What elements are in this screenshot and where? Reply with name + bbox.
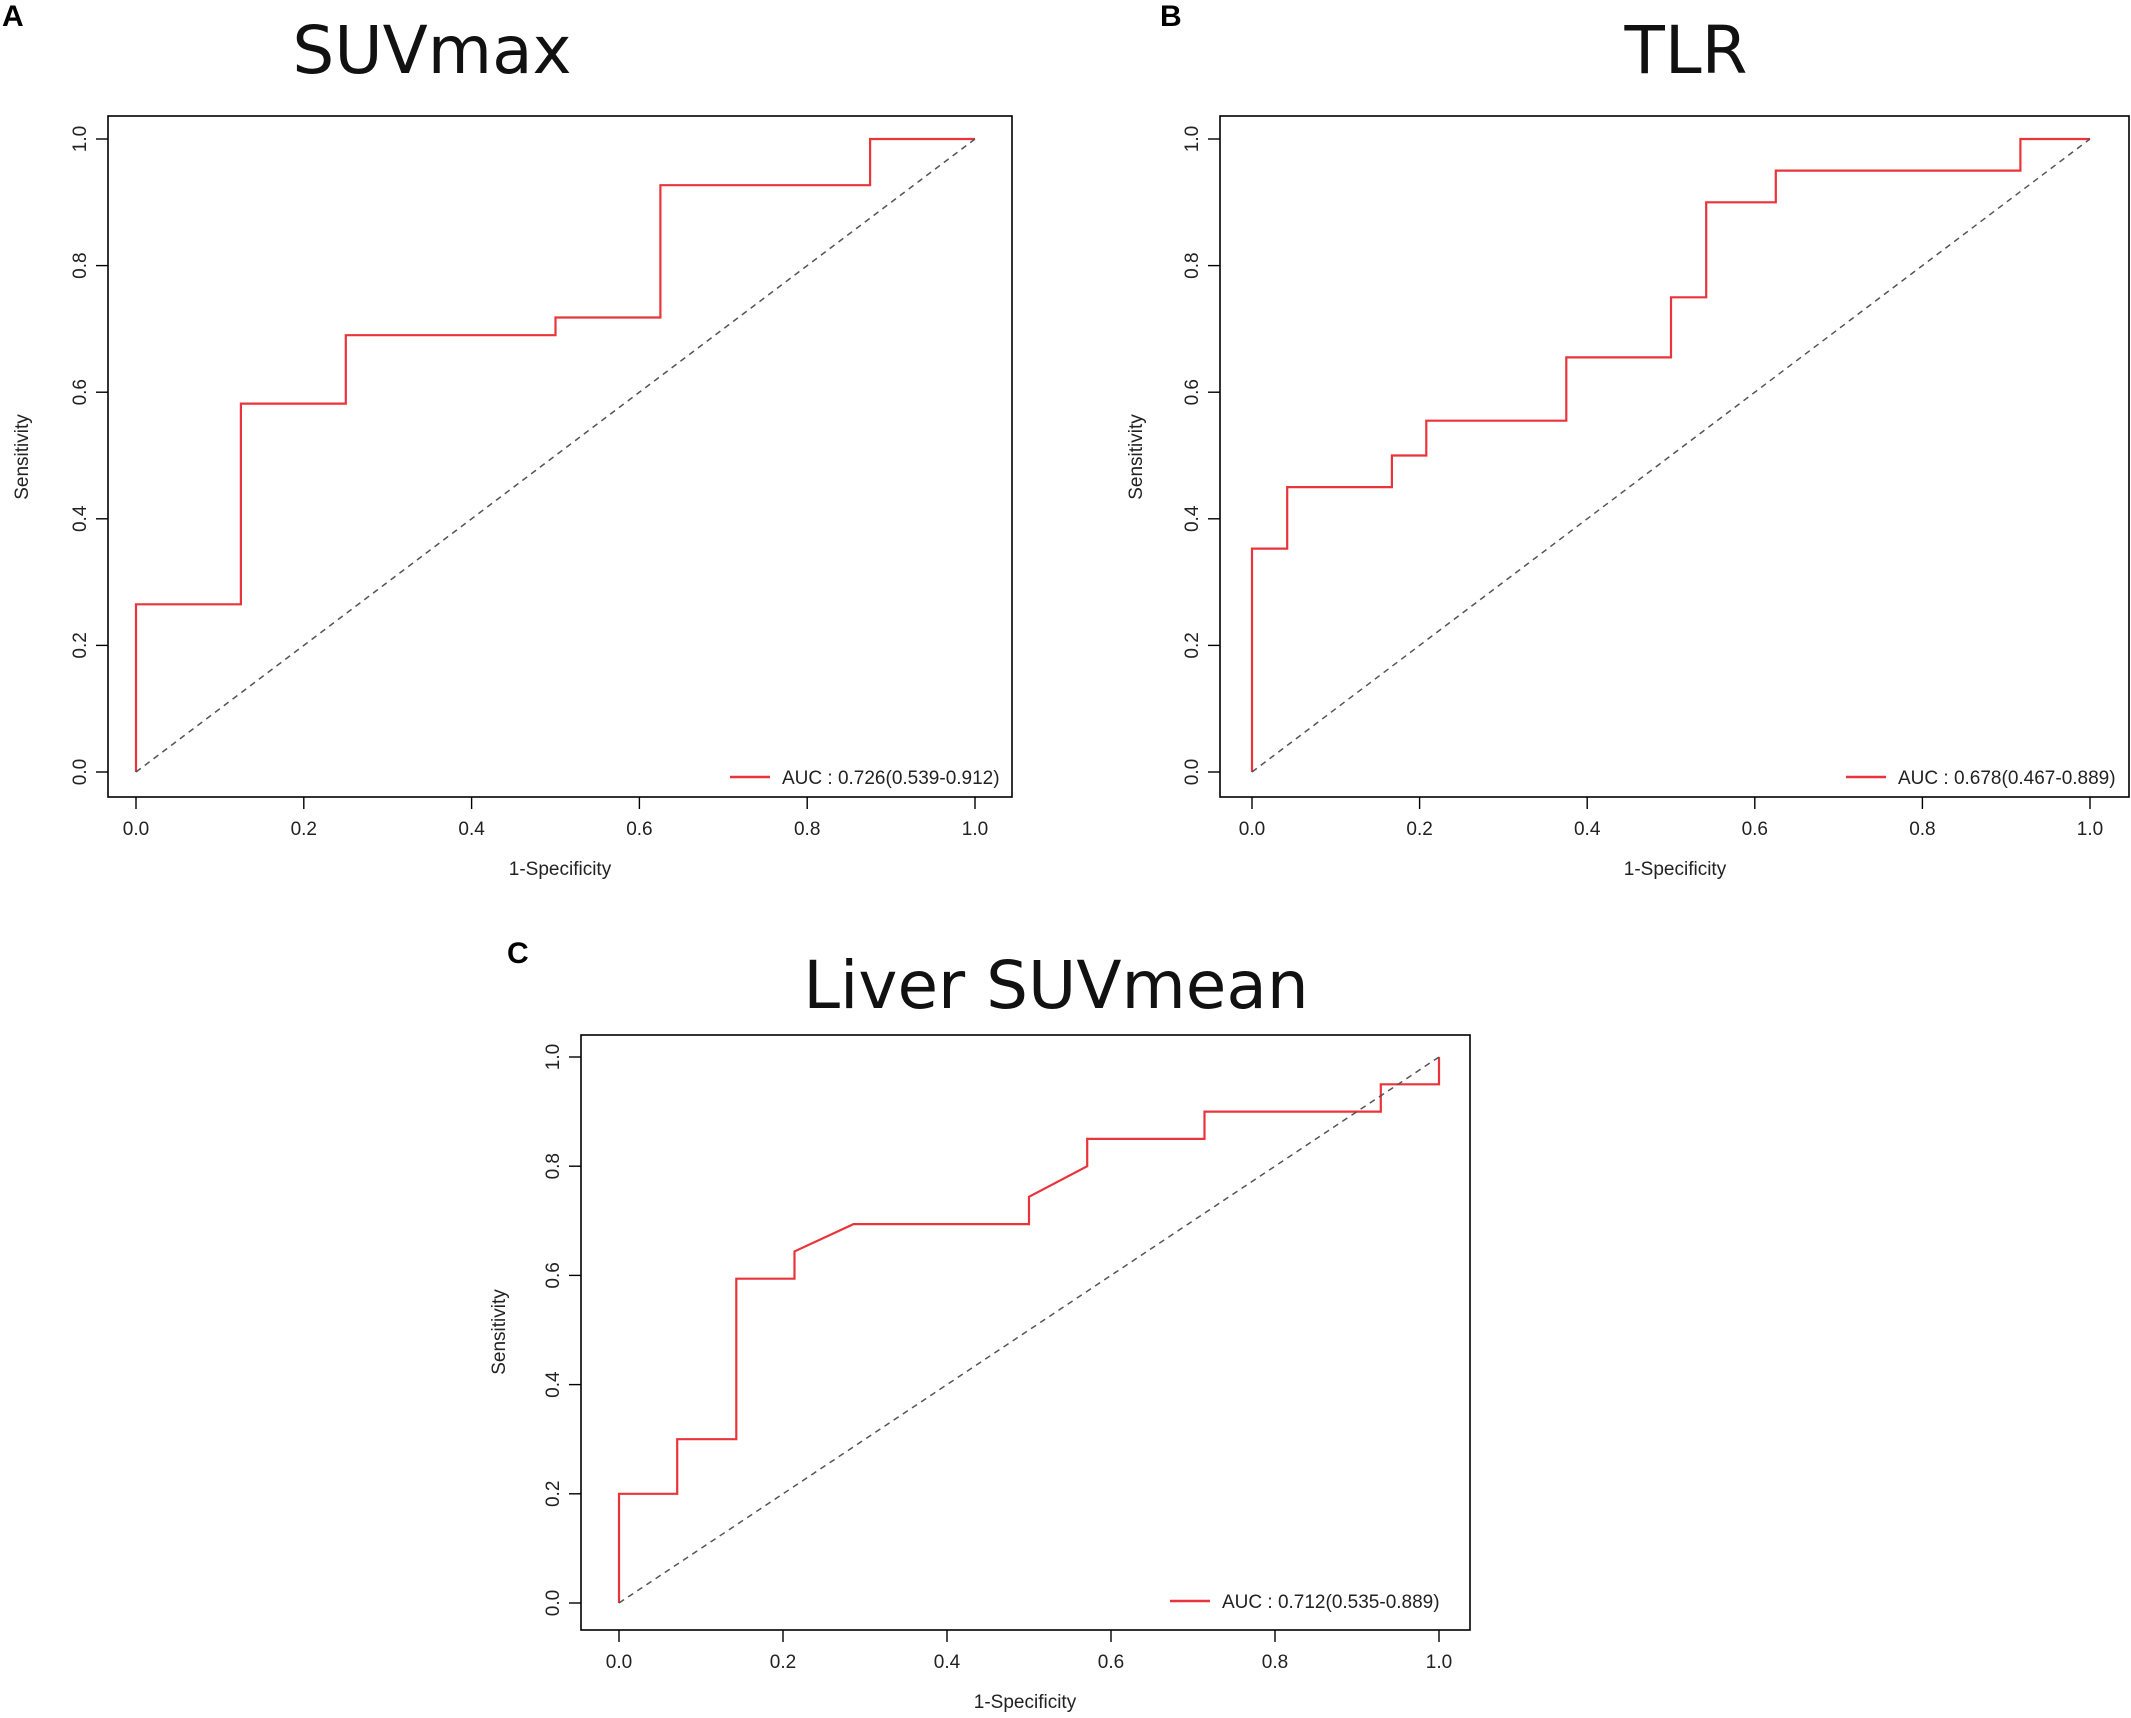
roc-curve [134, 137, 975, 772]
y-axis-label: Sensitivity [1126, 414, 1147, 500]
x-tick-label: 0.4 [934, 1652, 961, 1673]
y-tick-label: 0.2 [543, 1481, 564, 1507]
legend-text: AUC : 0.726(0.539-0.912) [782, 768, 1000, 789]
x-tick-label: 1.0 [962, 819, 988, 840]
y-tick-label: 0.8 [70, 252, 91, 278]
x-axis-label: 1-Specificity [509, 859, 612, 880]
y-tick-label: 0.8 [1182, 252, 1203, 278]
reference-diagonal [1251, 138, 2091, 773]
plot-frame [580, 1034, 1471, 1631]
y-axis-label: Sensitivity [12, 414, 33, 500]
panel-letter-c: C [507, 937, 529, 970]
x-tick-label: 0.4 [458, 819, 485, 840]
y-tick-label: 0.4 [1182, 505, 1203, 532]
x-tick-label: 0.8 [794, 819, 820, 840]
plot-frame [107, 115, 1013, 798]
panel-c: C Liver SUVmean 0.0 0.2 0.4 0.6 0.8 1.0 0.00.… [489, 937, 1471, 1713]
y-tick-label: 1.0 [70, 126, 91, 152]
x-tick-label: 0.0 [606, 1652, 632, 1673]
legend: AUC : 0.726(0.539-0.912) [730, 768, 1000, 789]
x-tick-label: 0.2 [770, 1652, 796, 1673]
reference-diagonal [618, 1056, 1440, 1604]
legend: AUC : 0.712(0.535-0.889) [1170, 1592, 1440, 1613]
chart-title-suvmax: SUVmax [292, 12, 571, 89]
y-tick-label: 1.0 [543, 1044, 564, 1070]
x-tick-label: 0.0 [123, 819, 149, 840]
x-tick-label: 1.0 [2077, 819, 2103, 840]
y-tick-label: 0.4 [543, 1371, 564, 1398]
legend-text: AUC : 0.678(0.467-0.889) [1898, 768, 2116, 789]
y-tick-label: 1.0 [1182, 126, 1203, 152]
y-tick-label: 0.6 [543, 1262, 564, 1288]
roc-curve [617, 1057, 1441, 1603]
y-tick-label: 0.8 [543, 1153, 564, 1179]
reference-diagonal [135, 138, 976, 773]
chart-title-liver-suvmean: Liver SUVmean [803, 947, 1308, 1024]
plot-frame [1219, 115, 2130, 798]
y-tick-label: 0.2 [70, 632, 91, 658]
y-tick-label: 0.6 [1182, 379, 1203, 405]
y-axis-label: Sensitivity [489, 1289, 510, 1375]
y-tick-label: 0.4 [70, 505, 91, 532]
y-tick-label: 0.6 [70, 379, 91, 405]
x-tick-label: 0.2 [291, 819, 317, 840]
x-tick-label: 1.0 [1426, 1652, 1452, 1673]
legend-text: AUC : 0.712(0.535-0.889) [1222, 1592, 1440, 1613]
panel-letter-a: A [2, 0, 24, 33]
panel-a: A SUVmax 0.0 0.2 0.4 0.6 0.8 1.0 0.0 0.2 0.4 0.6… [2, 0, 1013, 880]
legend: AUC : 0.678(0.467-0.889) [1846, 768, 2116, 789]
roc-plot-b: 0.0 0.2 0.4 0.6 0.8 1.0 0.0 0.2 0.4 0.6 0.8 1.0 1-… [1126, 115, 2130, 880]
y-tick-label: 0.0 [543, 1590, 564, 1616]
x-tick-label: 0.6 [1742, 819, 1768, 840]
panel-b: B TLR 0.0 0.2 0.4 0.6 0.8 1.0 0.0 0.2 0.4 0.6 0.8… [1126, 0, 2130, 880]
x-tick-label: 0.6 [626, 819, 652, 840]
x-axis-label: 1-Specificity [974, 1692, 1077, 1713]
roc-curve [1250, 137, 2090, 772]
x-tick-label: 0.4 [1574, 819, 1601, 840]
x-tick-label: 0.6 [1098, 1652, 1124, 1673]
x-axis-label: 1-Specificity [1624, 859, 1727, 880]
roc-plot-c: 0.0 0.2 0.4 0.6 0.8 1.0 0.0 0.2 0.4 0.6 0.8 1.0 1-… [489, 1034, 1471, 1713]
y-tick-label: 0.0 [70, 759, 91, 785]
roc-plot-a: 0.0 0.2 0.4 0.6 0.8 1.0 0.0 0.2 0.4 0.6 0.8 1.0 1-… [12, 115, 1013, 880]
chart-title-tlr: TLR [1624, 12, 1748, 89]
x-tick-label: 0.0 [1239, 819, 1265, 840]
x-tick-label: 0.2 [1406, 819, 1432, 840]
x-tick-label: 0.8 [1262, 1652, 1288, 1673]
y-tick-label: 0.2 [1182, 632, 1203, 658]
x-tick-label: 0.8 [1909, 819, 1935, 840]
panel-letter-b: B [1160, 0, 1182, 33]
y-tick-label: 0.0 [1182, 759, 1203, 785]
